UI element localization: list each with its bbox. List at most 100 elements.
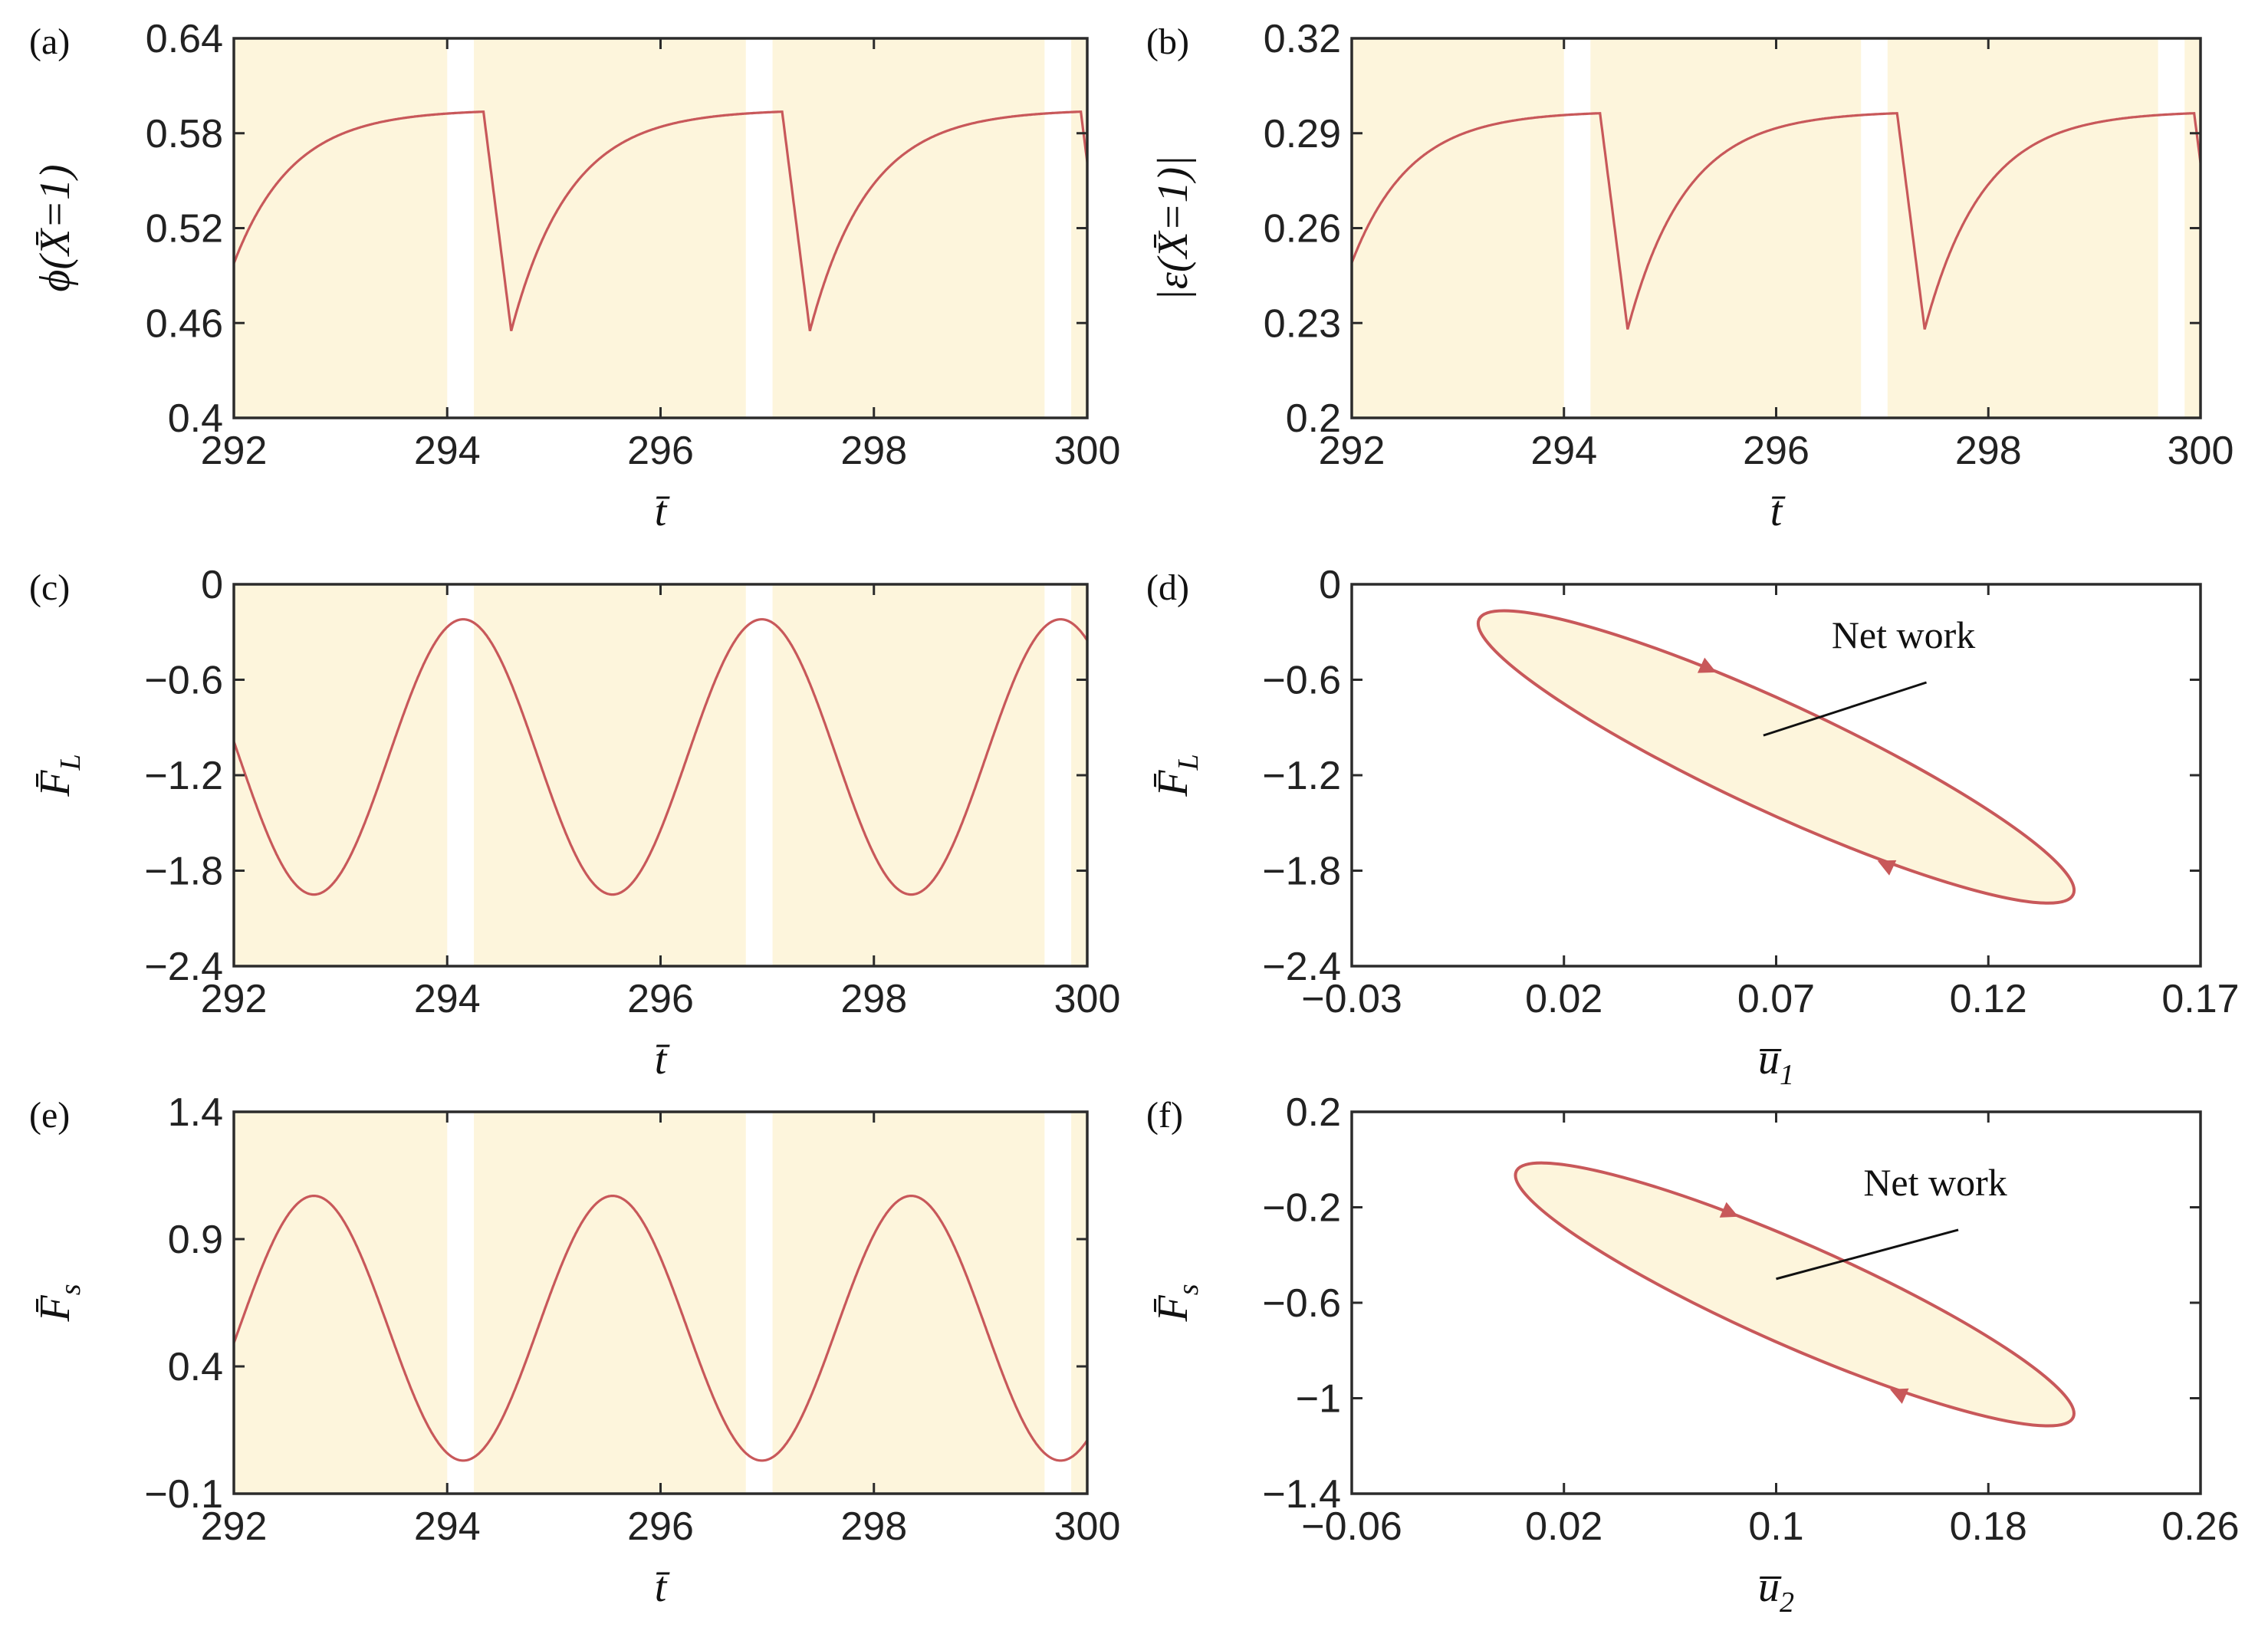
- panel-label: (c): [29, 567, 70, 608]
- y-tick-label: 0.23: [1264, 301, 1341, 346]
- x-tick-label: 296: [1743, 429, 1809, 473]
- shaded-interval: [234, 38, 448, 418]
- shaded-interval: [1887, 38, 2158, 418]
- x-tick-label: 0.17: [2161, 977, 2239, 1021]
- series-line-F_s: [234, 1194, 1087, 1462]
- y-tick-label: 0.52: [146, 207, 223, 252]
- x-tick-label: 0.02: [1525, 1504, 1602, 1549]
- panel-label: (a): [29, 21, 70, 62]
- x-tick-label: 292: [1319, 429, 1385, 473]
- x-tick-label: 298: [840, 977, 907, 1021]
- shaded-interval: [1071, 1112, 1087, 1494]
- shaded-interval: [1590, 38, 1862, 418]
- x-tick-label: 300: [1054, 1504, 1121, 1549]
- hysteresis-loop: [1476, 609, 2076, 905]
- x-tick-label: 296: [627, 977, 694, 1021]
- shaded-interval: [474, 584, 746, 966]
- panel-c: 292 294 296 298 300 −2.4 −1.8 −1.2 −0.6 0 (c) t̄ F̄L: [29, 563, 1120, 1083]
- x-tick-label: 300: [2168, 429, 2234, 473]
- shaded-interval: [234, 584, 448, 966]
- y-tick-label: −0.1: [144, 1472, 223, 1517]
- x-tick-label: 298: [1955, 429, 2022, 473]
- y-tick-label: −2.4: [1262, 945, 1341, 989]
- x-tick-label: 294: [414, 429, 481, 473]
- x-tick-label: 300: [1054, 429, 1121, 473]
- direction-arrow: [1719, 1202, 1739, 1218]
- y-tick-label: −1.8: [1262, 850, 1341, 894]
- y-tick-label: 0.29: [1264, 112, 1341, 156]
- y-axis-label: F̄s: [31, 1284, 87, 1322]
- annotation-leader-line: [1763, 681, 1928, 737]
- x-axis-label: t̄: [655, 1563, 670, 1611]
- panel-label: (e): [29, 1095, 70, 1136]
- y-tick-label: 0.58: [146, 112, 223, 156]
- x-tick-label: 294: [1530, 429, 1597, 473]
- panel-f: Net work −0.06 0.02 0.1 0.18 0.26 −1.4 −1 −0.6 −0…: [1146, 1090, 2240, 1619]
- y-tick-label: −0.6: [1262, 659, 1341, 703]
- y-tick-label: 0.2: [1286, 1090, 1341, 1135]
- x-tick-label: 294: [414, 977, 481, 1021]
- x-tick-label: 0.12: [1950, 977, 2027, 1021]
- x-tick-label: 298: [840, 1504, 907, 1549]
- y-tick-label: 0.26: [1264, 207, 1341, 252]
- y-tick-label: 0.64: [146, 17, 223, 61]
- panel-e: 292 294 296 298 300 −0.1 0.4 0.9 1.4 (e) t̄ F̄s: [29, 1090, 1120, 1611]
- y-tick-label: −1.2: [144, 754, 223, 798]
- x-axis-label: t̄: [655, 488, 670, 535]
- x-tick-label: −0.03: [1301, 977, 1402, 1021]
- x-tick-label: 0.02: [1525, 977, 1602, 1021]
- y-tick-label: −0.6: [1262, 1281, 1341, 1326]
- x-tick-label: 292: [201, 429, 268, 473]
- y-tick-label: 1.4: [168, 1090, 223, 1135]
- shaded-interval: [234, 1112, 448, 1494]
- direction-arrow: [1890, 1388, 1909, 1404]
- y-tick-label: 0: [1319, 563, 1341, 607]
- x-tick-label: 298: [840, 429, 907, 473]
- x-axis-label: u̅1: [1758, 1036, 1794, 1091]
- y-tick-label: −0.6: [144, 659, 223, 703]
- y-tick-label: 0.2: [1286, 396, 1341, 441]
- y-tick-label: −2.4: [144, 945, 223, 989]
- series-line-phi: [234, 110, 1087, 332]
- shaded-interval: [474, 38, 746, 418]
- direction-arrow: [1697, 657, 1717, 673]
- y-tick-label: 0.9: [168, 1218, 223, 1262]
- y-tick-label: 0: [201, 563, 223, 607]
- y-tick-label: −1.8: [144, 850, 223, 894]
- series-line-strain: [1352, 112, 2201, 330]
- y-tick-label: −1: [1296, 1377, 1341, 1422]
- annotation-net-work: Net work: [1832, 613, 1975, 656]
- direction-arrow: [1877, 860, 1897, 876]
- shaded-interval: [1352, 38, 1564, 418]
- shaded-interval: [772, 1112, 1045, 1494]
- y-tick-label: −0.2: [1262, 1186, 1341, 1231]
- x-tick-label: 292: [201, 1504, 268, 1549]
- shaded-interval: [772, 584, 1045, 966]
- panel-b: 292 294 296 298 300 0.2 0.23 0.26 0.29 0.32 (b) t̄ |…: [1146, 17, 2233, 535]
- x-tick-label: 300: [1054, 977, 1121, 1021]
- y-tick-label: 0.46: [146, 301, 223, 346]
- series-line-F_L: [234, 618, 1087, 896]
- panel-a: 292 294 296 298 300 0.4 0.46 0.52 0.58 0.64 (a) t̄ ϕ…: [29, 17, 1120, 535]
- panel-label: (d): [1146, 567, 1189, 608]
- x-axis-label: u̅2: [1758, 1563, 1794, 1619]
- y-axis-label: F̄s: [1149, 1284, 1205, 1322]
- x-tick-label: 0.18: [1950, 1504, 2027, 1549]
- x-tick-label: 0.1: [1748, 1504, 1803, 1549]
- hysteresis-loop: [1514, 1161, 2076, 1428]
- shaded-interval: [772, 38, 1045, 418]
- y-axis-label: |ε(X̄=1)|: [1149, 155, 1197, 301]
- shaded-interval: [474, 1112, 746, 1494]
- y-axis-label: ϕ(X̄=1): [31, 164, 79, 291]
- x-tick-label: −0.06: [1301, 1504, 1402, 1549]
- y-tick-label: −1.2: [1262, 754, 1341, 798]
- x-tick-label: 296: [627, 429, 694, 473]
- annotation-leader-line: [1776, 1228, 1959, 1281]
- panel-label: (f): [1146, 1095, 1183, 1136]
- y-tick-label: −1.4: [1262, 1472, 1341, 1517]
- y-axis-label: F̄L: [31, 754, 87, 797]
- panel-d: Net work −0.03 0.02 0.07 0.12 0.17 −2.4 −1.8 −1.…: [1146, 563, 2240, 1091]
- x-axis-label: t̄: [655, 1036, 670, 1083]
- x-axis-label: t̄: [1770, 488, 1786, 535]
- panel-label: (b): [1146, 21, 1189, 62]
